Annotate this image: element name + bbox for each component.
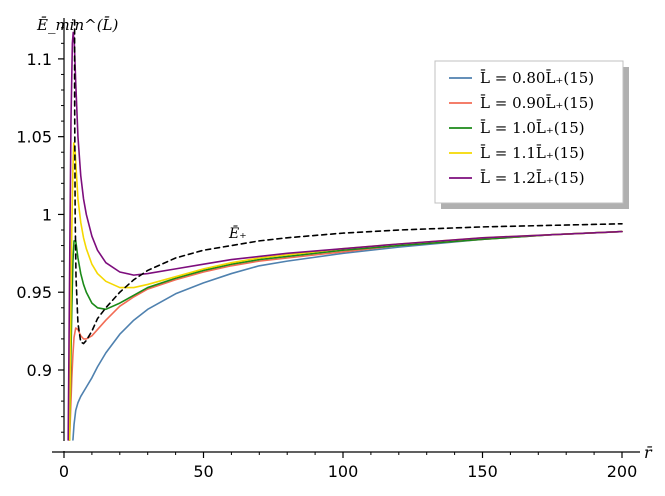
legend-items: L̄ = 0.80L̄₊(15) L̄ = 0.90L̄₊(15) L̄ = 1.0… [449,69,594,187]
y-axis-label: Ē_min^(L̄) [36,16,119,34]
annotation-label: Ē₊ [228,224,247,242]
legend-label: L̄ = 0.90L̄₊(15) [480,94,594,112]
x-tick-label: 100 [328,462,359,481]
legend-label: L̄ = 1.0L̄₊(15) [480,119,585,137]
series-group [0,19,665,451]
x-tick-label: 150 [467,462,498,481]
x-tick-label: 0 [59,462,69,481]
y-tick-label: 1 [42,205,52,224]
x-axis-label: r̄ [644,443,653,462]
y-tick-label: 0.95 [16,283,52,302]
legend-box [434,60,624,204]
series-line-5 [67,31,623,441]
plot-bottom-mask [0,441,665,451]
ticks: 0 50 100 150 200 0.9 0.95 1 1.05 1.1 [16,27,638,481]
legend-label: L̄ = 1.1L̄₊(15) [480,144,585,162]
legend-label: L̄ = 1.2L̄₊(15) [480,169,585,187]
annotations: Ē₊ [228,224,247,242]
y-tick-label: 0.9 [27,361,52,380]
series-line-2 [68,230,623,441]
series-line-3 [68,230,623,441]
x-tick-label: 50 [193,462,213,481]
series-line-1 [72,230,623,441]
legend: L̄ = 0.80L̄₊(15) L̄ = 0.90L̄₊(15) L̄ = 1.0… [434,60,629,209]
series-line-dashed [73,19,623,345]
legend-label: L̄ = 0.80L̄₊(15) [480,69,594,87]
y-tick-label: 1.05 [16,128,52,147]
x-tick-label: 200 [607,462,638,481]
y-tick-label: 1.1 [27,50,52,69]
